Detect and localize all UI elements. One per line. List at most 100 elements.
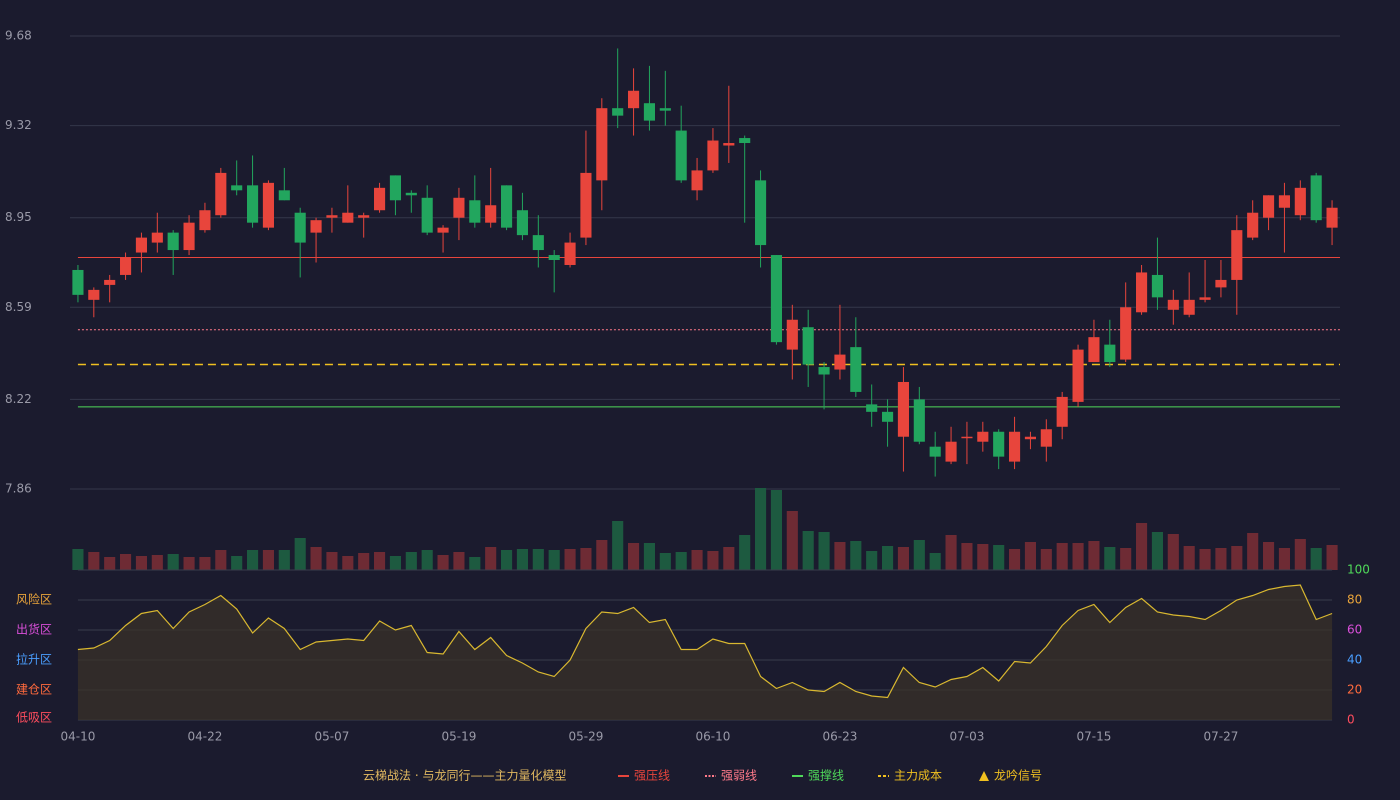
candle-body	[691, 170, 703, 191]
candle-body	[1294, 187, 1306, 216]
candle-body	[802, 327, 814, 365]
candle-body	[596, 108, 608, 181]
x-tick-label: 07-03	[950, 730, 985, 744]
volume-bar	[1151, 532, 1163, 570]
volume-bar	[1247, 533, 1259, 570]
candle-body	[628, 90, 640, 109]
legend-label: 强弱线	[721, 769, 757, 783]
volume-bar	[755, 488, 767, 570]
candle-body	[501, 185, 513, 228]
candle-body	[88, 289, 100, 300]
candle-body	[850, 347, 862, 392]
candle-body	[1167, 299, 1179, 310]
candle-body	[564, 242, 576, 265]
volume-bar	[675, 552, 687, 570]
candle-body	[278, 190, 290, 201]
volume-bar	[342, 556, 354, 570]
volume-bar	[437, 555, 449, 570]
candle-body	[1056, 396, 1068, 427]
volume-bar	[310, 547, 322, 570]
volume-bar	[199, 557, 211, 570]
candle-body	[1263, 195, 1275, 218]
x-tick-label: 04-10	[61, 730, 96, 744]
y-tick-label: 7.86	[5, 482, 32, 496]
volume-bar	[1263, 542, 1275, 570]
y-tick-label: 9.68	[5, 29, 32, 43]
volume-bar	[961, 543, 973, 570]
candle-body	[1247, 212, 1259, 238]
volume-bar	[723, 547, 735, 570]
candle-body	[247, 185, 259, 223]
volume-bar	[1024, 542, 1036, 570]
candle-body	[1151, 274, 1163, 298]
zone-label: 拉升区	[16, 652, 52, 667]
x-tick-label: 07-27	[1204, 730, 1239, 744]
volume-bar	[262, 550, 274, 570]
candle-body	[532, 235, 544, 251]
volume-bar	[945, 535, 957, 570]
zone-label: 低吸区	[16, 711, 52, 725]
volume-bar	[405, 552, 417, 570]
candle-body	[1278, 195, 1290, 208]
candle-body	[882, 411, 894, 422]
candle-body	[135, 237, 147, 253]
volume-bar	[135, 556, 147, 570]
volume-bar	[1231, 546, 1243, 570]
y-tick-label: 60	[1347, 623, 1362, 637]
candle-body	[770, 255, 782, 343]
legend-label: 强压线	[634, 769, 670, 783]
volume-bar	[1104, 547, 1116, 570]
oscillator-line	[77, 584, 1333, 699]
candle-body	[183, 222, 195, 251]
candle-body	[723, 143, 735, 146]
legend-title: 云梯战法 · 与龙同行——主力量化模型	[363, 769, 566, 783]
volume-bar	[278, 550, 290, 570]
volume-bar	[1072, 543, 1084, 570]
volume-bar	[1326, 545, 1338, 570]
zone-label: 出货区	[16, 622, 52, 637]
candle-body	[1310, 175, 1322, 221]
candle-body	[453, 197, 465, 218]
volume-bar	[453, 552, 465, 570]
candle-body	[469, 200, 481, 223]
candle-body	[215, 172, 227, 216]
candle-body	[1136, 272, 1148, 313]
candle-body	[516, 210, 528, 236]
volume-bar	[1278, 548, 1290, 570]
candle-body	[945, 441, 957, 462]
volume-bar	[151, 555, 163, 570]
volume-bar	[1136, 523, 1148, 570]
candle-body	[389, 175, 401, 201]
volume-bar	[516, 549, 528, 570]
candle-body	[1183, 299, 1195, 315]
candle-body	[1231, 230, 1243, 280]
volume-bar	[850, 541, 862, 570]
volume-bar	[897, 547, 909, 570]
candle-body	[1199, 297, 1211, 300]
x-tick-label: 05-07	[315, 730, 350, 744]
zone-label: 建仓区	[16, 683, 52, 697]
y-tick-label: 9.32	[5, 118, 32, 132]
volume-bar	[659, 553, 671, 570]
candle-body	[707, 140, 719, 171]
volume-bar	[183, 557, 195, 570]
volume-bar	[88, 552, 100, 570]
candle-body	[310, 220, 322, 233]
volume-bar	[596, 540, 608, 570]
volume-bar	[691, 550, 703, 570]
volume-bar	[358, 553, 370, 570]
volume-bar	[834, 542, 846, 570]
candle-body	[72, 269, 84, 295]
candle-body	[104, 279, 116, 285]
volume-bar	[548, 550, 560, 570]
candle-body	[1009, 431, 1021, 462]
candle-body	[342, 212, 354, 223]
volume-bar	[786, 511, 798, 570]
candle-body	[358, 215, 370, 218]
y-tick-label: 8.59	[5, 300, 32, 314]
candle-body	[1072, 349, 1084, 402]
volume-bar	[1088, 541, 1100, 570]
candle-body	[755, 180, 767, 246]
x-tick-label: 04-22	[188, 730, 223, 744]
